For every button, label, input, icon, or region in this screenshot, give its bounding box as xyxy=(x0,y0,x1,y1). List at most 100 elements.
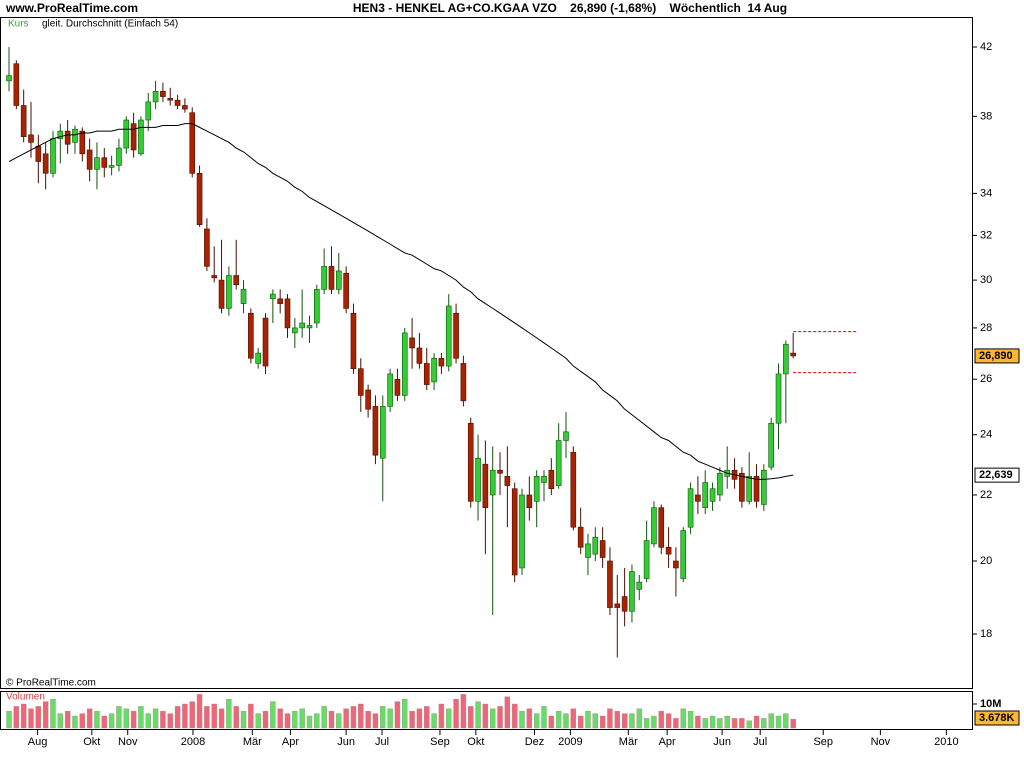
volume-bar xyxy=(761,718,767,729)
volume-bar xyxy=(6,711,12,729)
volume-bar xyxy=(746,720,752,729)
x-tick-label: Jul xyxy=(753,736,767,748)
candle-body xyxy=(211,275,218,279)
legend-price: Kurs xyxy=(8,19,29,30)
volume-bar xyxy=(28,708,34,729)
candle-body xyxy=(270,293,276,300)
candle-body xyxy=(526,494,533,508)
y-tick-label: 28 xyxy=(980,322,992,334)
last-price-label: 26,890 xyxy=(979,350,1013,362)
candle-body xyxy=(314,289,320,324)
volume-bar xyxy=(511,703,518,729)
candle-body xyxy=(233,275,240,286)
candle-body xyxy=(783,343,789,375)
y-tick-label: 22 xyxy=(980,489,992,501)
volume-bar xyxy=(94,711,100,729)
volume-bar xyxy=(72,715,78,729)
volume-bar xyxy=(284,713,291,729)
volume-label-box xyxy=(974,710,1020,726)
volume-bar xyxy=(416,708,423,729)
volume-bar xyxy=(336,713,342,729)
volume-bar xyxy=(130,711,137,729)
candle-body xyxy=(123,119,130,149)
volume-bar xyxy=(123,708,129,729)
volume-bar xyxy=(607,708,613,729)
volume-frame xyxy=(0,691,973,730)
candle-body xyxy=(651,507,657,545)
x-tick-label: Mär xyxy=(619,736,638,748)
volume-bar xyxy=(548,715,555,729)
copyright: © ProRealTime.com xyxy=(6,678,96,689)
volume-bar xyxy=(182,703,188,729)
candle-body xyxy=(555,440,562,486)
candle-body xyxy=(416,347,423,364)
volume-bar xyxy=(446,708,452,729)
candle-body xyxy=(189,112,196,174)
volume-bar xyxy=(108,713,115,729)
x-tick-label: 2008 xyxy=(181,736,205,748)
volume-bar xyxy=(152,708,159,729)
candle-body xyxy=(79,130,86,155)
volume-bar xyxy=(490,708,496,729)
volume-label: 3.678K xyxy=(979,712,1015,724)
volume-bar xyxy=(475,701,481,729)
candle-body xyxy=(64,130,71,145)
candle-body xyxy=(423,363,430,385)
volume-bar xyxy=(240,711,247,729)
volume-bar xyxy=(424,706,430,729)
volume-bar xyxy=(438,703,445,729)
y-tick-label: 34 xyxy=(980,187,992,199)
candle-body xyxy=(292,327,298,334)
volume-bar xyxy=(218,708,225,729)
x-tick-label: Apr xyxy=(282,736,299,748)
candle-body xyxy=(299,322,305,329)
candle-body xyxy=(240,289,247,304)
y-tick-label: 24 xyxy=(980,429,992,441)
volume-bar xyxy=(248,703,254,729)
y-tick-label: 38 xyxy=(980,110,992,122)
candle-body xyxy=(761,469,767,505)
volume-title: Volumen xyxy=(6,692,45,703)
y-tick-label: 26 xyxy=(980,373,992,385)
ma-label: 22,639 xyxy=(979,469,1013,481)
volume-bar xyxy=(394,701,401,729)
volume-bar xyxy=(585,711,591,729)
candle-body xyxy=(665,546,672,555)
candle-body xyxy=(401,332,408,396)
candle-body xyxy=(687,488,694,528)
candle-body xyxy=(482,463,489,508)
volume-bar xyxy=(453,699,459,729)
candle-body xyxy=(607,560,613,608)
candle-body xyxy=(489,469,496,496)
candle-body xyxy=(658,507,665,548)
volume-bar xyxy=(482,703,489,729)
y-tick-label: 20 xyxy=(980,555,992,567)
candle-body xyxy=(72,128,78,143)
volume-bar xyxy=(387,708,393,729)
moving-average xyxy=(8,123,794,480)
candle-body xyxy=(438,357,445,367)
volume-bar xyxy=(665,713,672,729)
candle-body xyxy=(284,298,291,329)
candle-body xyxy=(533,476,540,502)
volume-bar xyxy=(64,711,71,729)
candle-body xyxy=(775,373,782,424)
volume-bar xyxy=(468,706,474,729)
candle-body xyxy=(379,406,386,459)
volume-bar xyxy=(775,715,782,729)
candle-body xyxy=(504,476,511,486)
candle-body xyxy=(50,138,56,174)
volume-bar xyxy=(783,713,789,729)
candle-body xyxy=(563,431,569,441)
candle-body xyxy=(196,173,203,225)
x-tick-label: Okt xyxy=(467,736,484,748)
candle-body xyxy=(541,476,547,483)
candle-body xyxy=(28,134,34,143)
volume-bar xyxy=(460,694,467,729)
volume-bar xyxy=(739,718,745,729)
candle-body xyxy=(680,530,687,579)
candle-body xyxy=(409,337,415,349)
x-tick-label: Nov xyxy=(871,736,891,748)
y-tick-label: 18 xyxy=(980,628,992,640)
